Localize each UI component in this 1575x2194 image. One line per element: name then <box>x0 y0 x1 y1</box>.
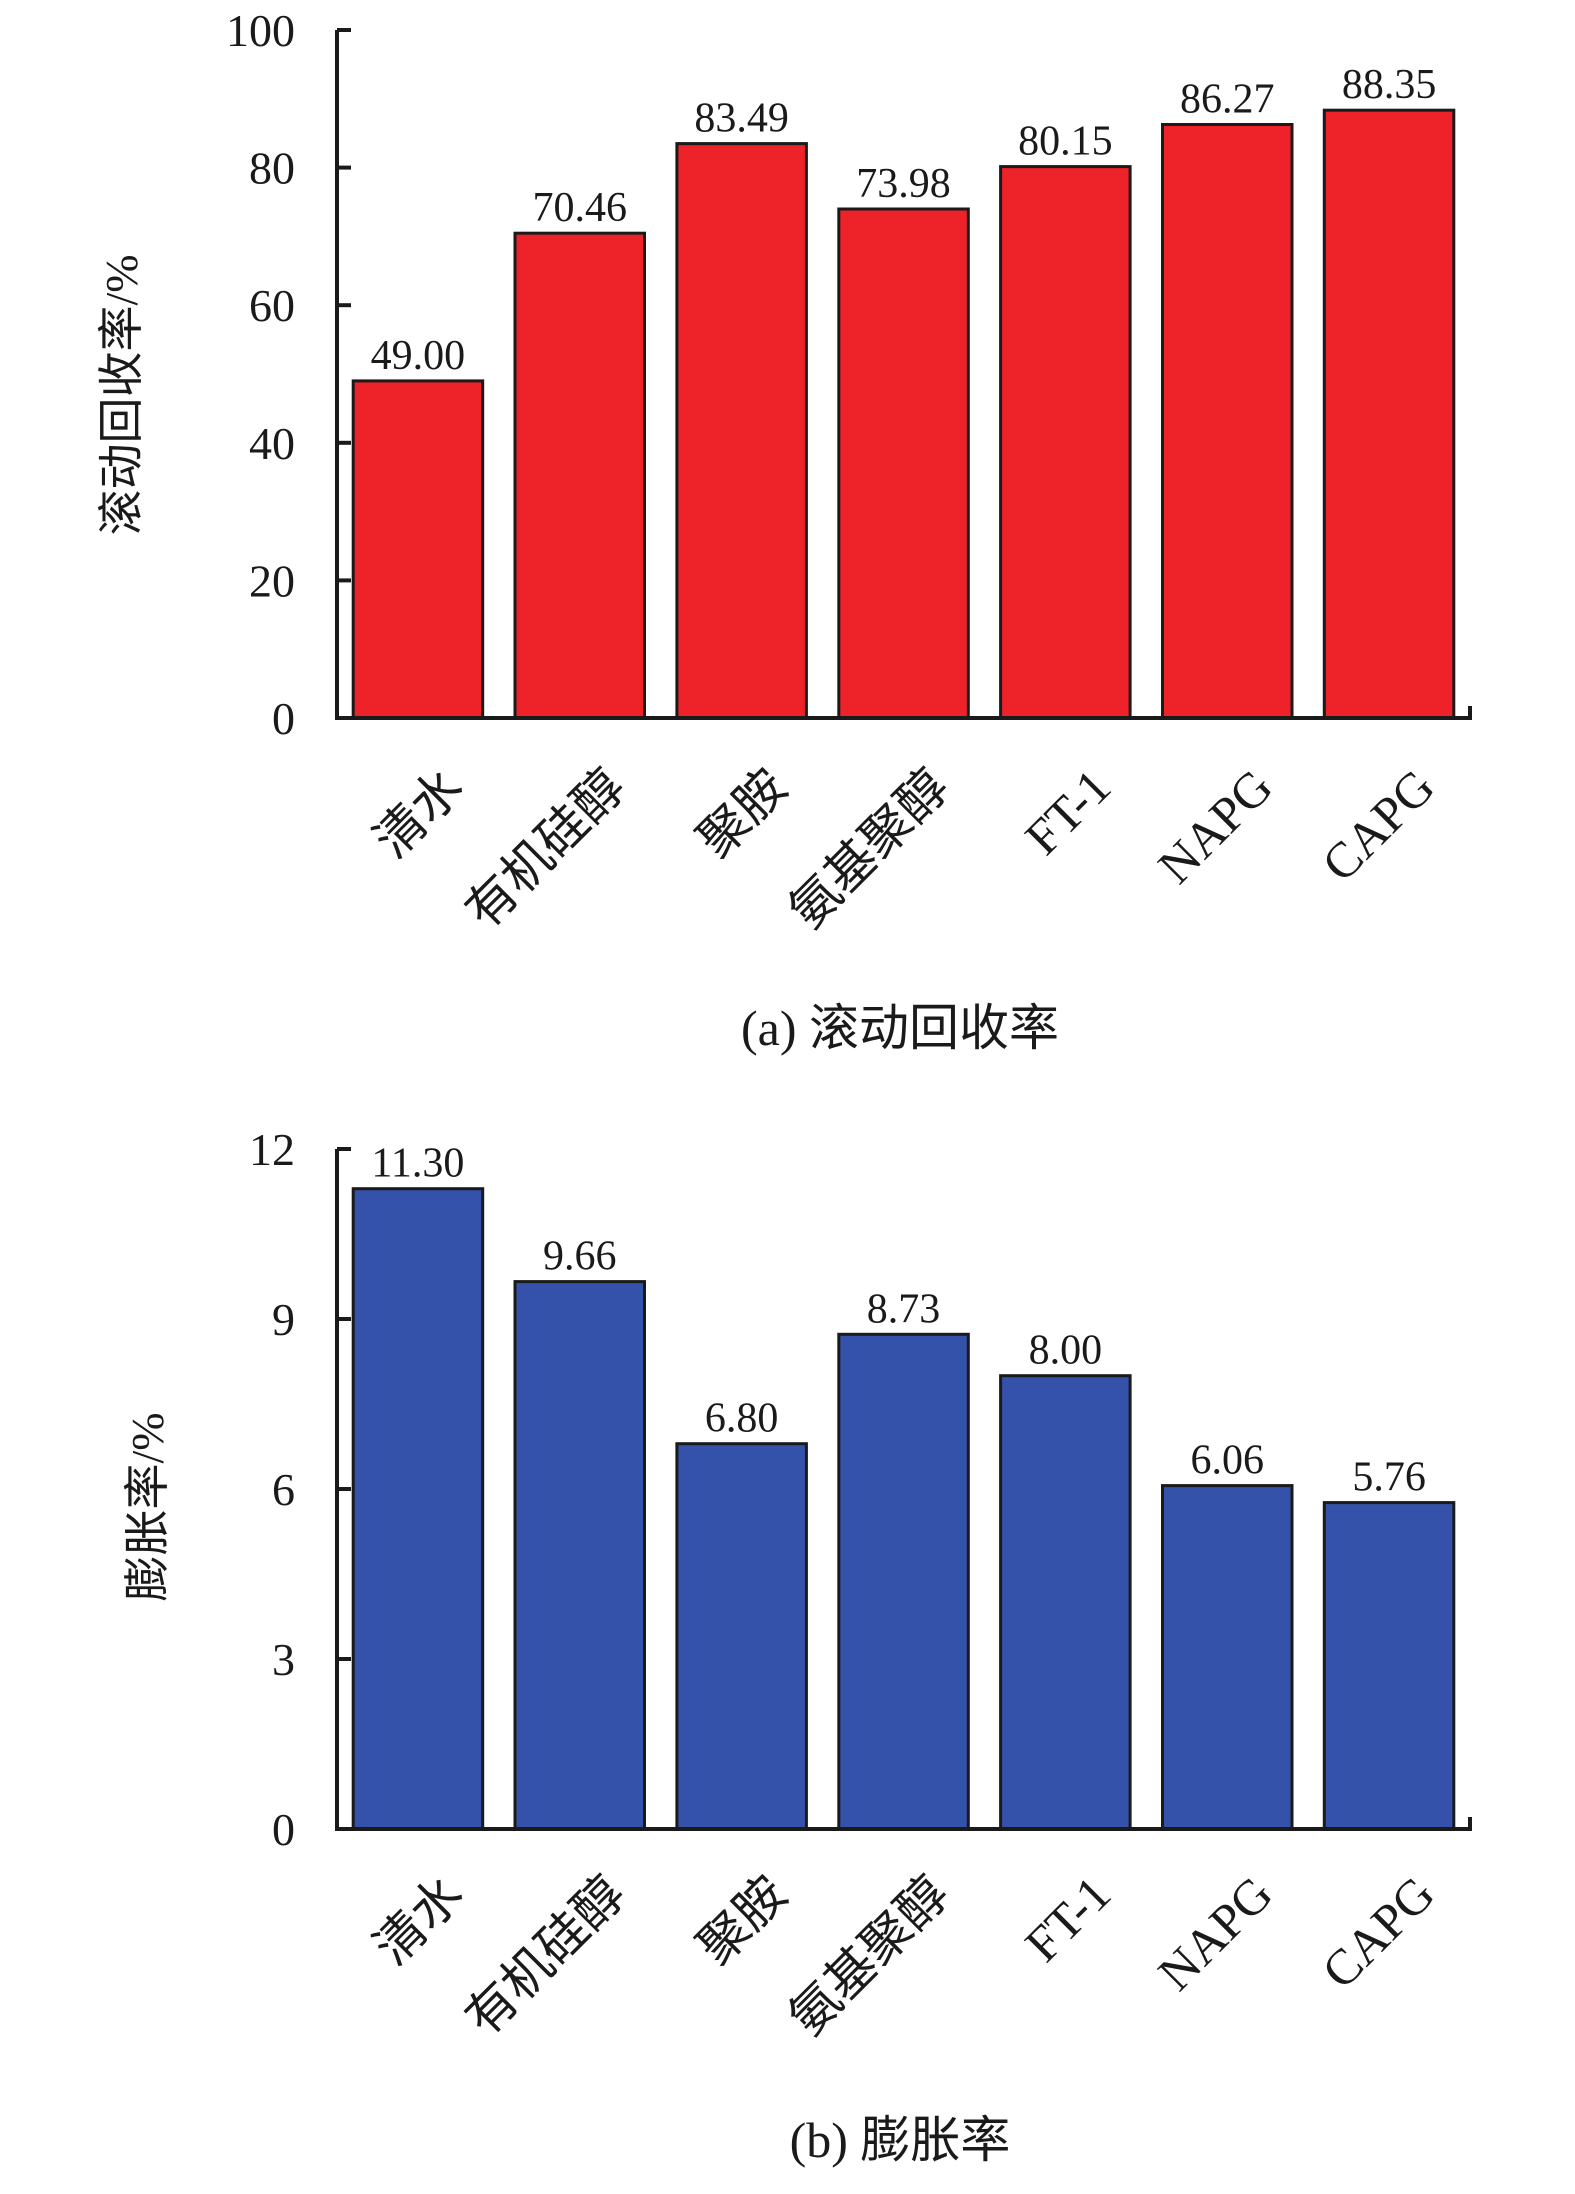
chart-b-category-label: CAPG <box>1311 1865 1445 1999</box>
chart-a-bar <box>513 231 646 720</box>
chart-b-value-label: 5.76 <box>1352 1455 1426 1501</box>
chart-b-svg: 膨胀率/% 0 3 6 9 12 11.30 9.66 6.80 8.73 8.00 6.06 5.… <box>122 1124 1472 2168</box>
chart-b-value-label: 6.06 <box>1190 1438 1264 1484</box>
chart-b-category-label: 清水 <box>363 1865 473 1975</box>
chart-b-bar <box>351 1187 485 1831</box>
chart-b-value-labels: 11.30 9.66 6.80 8.73 8.00 6.06 5.76 <box>371 1141 1425 1501</box>
chart-b-bar <box>999 1374 1132 1831</box>
chart-a-value-label: 86.27 <box>1180 77 1275 123</box>
chart-a-category-label: FT-1 <box>1014 758 1121 865</box>
chart-b-y-tick-label: 3 <box>272 1634 295 1685</box>
chart-a-value-label: 70.46 <box>533 185 628 231</box>
chart-b-y-tick-label: 12 <box>249 1124 295 1175</box>
chart-b-y-tick-label: 0 <box>272 1804 295 1855</box>
chart-a-value-labels: 49.00 70.46 83.49 73.98 80.15 86.27 88.35 <box>371 62 1437 379</box>
chart-b-caption: (b) 膨胀率 <box>790 2112 1011 2168</box>
chart-b-bar <box>675 1442 808 1831</box>
chart-b-value-label: 11.30 <box>371 1141 464 1187</box>
chart-a-bar <box>1161 123 1294 720</box>
chart-b-ylabel: 膨胀率/% <box>122 1412 173 1601</box>
chart-a-value-label: 80.15 <box>1018 119 1113 165</box>
chart-b-value-label: 8.73 <box>867 1286 941 1332</box>
chart-a-y-tick-label: 40 <box>249 418 295 469</box>
chart-b-category-label: 聚胺 <box>687 1865 797 1975</box>
chart-a-svg: 滚动回收率/% 0 20 40 60 80 100 49.00 70.46 83.49 73.9… <box>96 5 1472 1056</box>
chart-a-y-tick-label: 0 <box>272 693 295 744</box>
chart-b-category-label: 氨基聚醇 <box>778 1865 959 2046</box>
chart-a-value-label: 73.98 <box>856 161 951 207</box>
chart-a-y-tick-label: 20 <box>249 555 295 606</box>
chart-a-caption: (a) 滚动回收率 <box>741 1000 1059 1056</box>
chart-b-category-label: FT-1 <box>1014 1865 1121 1972</box>
chart-b-bar <box>1161 1484 1294 1831</box>
chart-b-bar <box>513 1280 646 1831</box>
chart-b-y-tick-label: 6 <box>272 1464 295 1515</box>
chart-a-category-label: 清水 <box>363 758 473 868</box>
chart-a-y-tick-label: 80 <box>249 143 295 194</box>
chart-a-y-tick-label: 100 <box>226 5 295 56</box>
chart-b-value-label: 9.66 <box>543 1234 617 1280</box>
chart-b-value-label: 8.00 <box>1029 1328 1103 1374</box>
chart-a-bar <box>999 165 1132 720</box>
chart-a-bar <box>351 379 485 720</box>
chart-b-value-label: 6.80 <box>705 1396 779 1442</box>
chart-a-bars <box>351 108 1456 720</box>
chart-a-category-label: 氨基聚醇 <box>778 758 959 939</box>
chart-b-yticks: 0 3 6 9 12 <box>249 1124 351 1855</box>
chart-a-category-label: 聚胺 <box>687 758 797 868</box>
chart-a-bar <box>1322 108 1456 720</box>
chart-a-bar <box>675 142 808 720</box>
chart-a-value-label: 88.35 <box>1342 62 1437 108</box>
chart-b-y-tick-label: 9 <box>272 1294 295 1345</box>
chart-b-category-label: NAPG <box>1147 1865 1283 2001</box>
chart-a-value-label: 83.49 <box>694 96 789 142</box>
chart-b-category-label: 有机硅醇 <box>455 1865 636 2046</box>
chart-a-value-label: 49.00 <box>371 333 466 379</box>
chart-a-category-label: CAPG <box>1311 758 1445 892</box>
chart-b-bars <box>351 1187 1456 1831</box>
chart-a-yticks: 0 20 40 60 80 100 <box>226 5 351 744</box>
chart-a-category-label: 有机硅醇 <box>455 758 636 939</box>
chart-a-category-label: NAPG <box>1147 758 1283 894</box>
chart-b-bar <box>837 1332 970 1831</box>
chart-a-ylabel: 滚动回收率/% <box>96 254 147 535</box>
chart-b-bar <box>1322 1501 1456 1831</box>
chart-a-bar <box>837 207 970 720</box>
chart-a-axes <box>335 30 1472 720</box>
chart-a-y-tick-label: 60 <box>249 280 295 331</box>
